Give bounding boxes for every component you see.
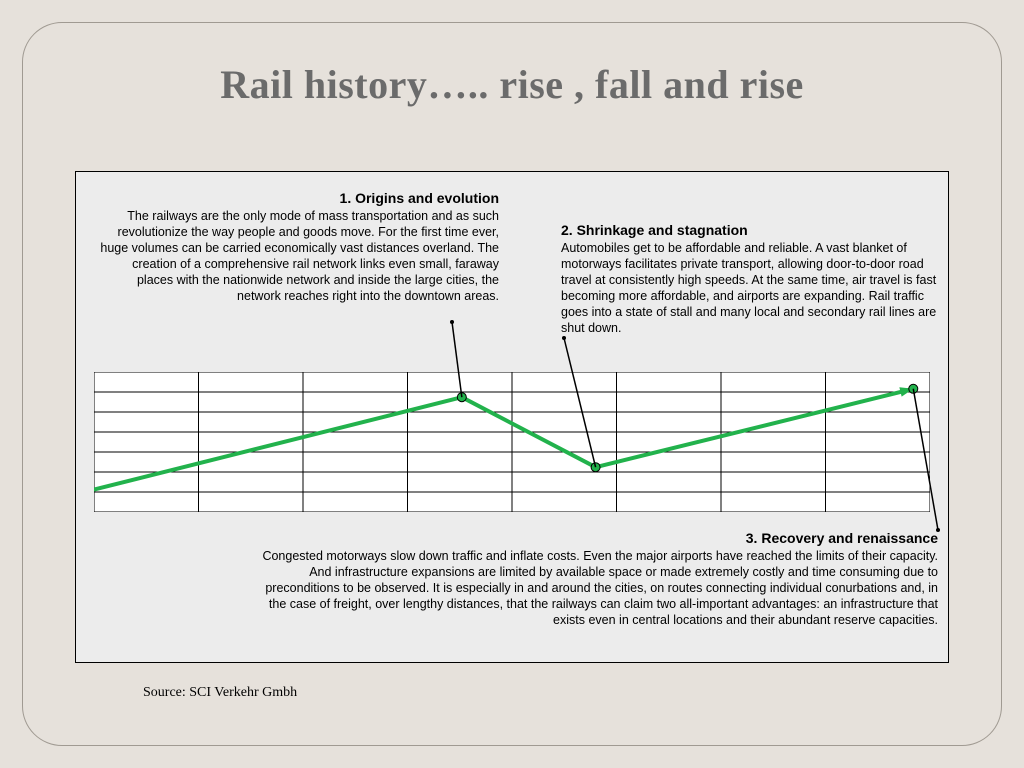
slide-frame: Rail history….. rise , fall and rise 1. … — [22, 22, 1002, 746]
source-citation: Source: SCI Verkehr Gmbh — [143, 685, 297, 701]
block-shrinkage: 2. Shrinkage and stagnation Automobiles … — [561, 222, 941, 336]
chart-grid — [94, 372, 930, 512]
content-panel: 1. Origins and evolution The railways ar… — [75, 171, 949, 663]
block-shrinkage-heading: 2. Shrinkage and stagnation — [561, 222, 941, 238]
block-recovery: 3. Recovery and renaissance Congested mo… — [258, 530, 938, 628]
block-origins-body: The railways are the only mode of mass t… — [94, 208, 499, 304]
block-recovery-body: Congested motorways slow down traffic an… — [258, 548, 938, 628]
block-recovery-heading: 3. Recovery and renaissance — [258, 530, 938, 546]
slide-title: Rail history….. rise , fall and rise — [23, 61, 1001, 108]
block-shrinkage-body: Automobiles get to be affordable and rel… — [561, 240, 941, 336]
block-origins: 1. Origins and evolution The railways ar… — [94, 190, 499, 304]
block-origins-heading: 1. Origins and evolution — [94, 190, 499, 206]
